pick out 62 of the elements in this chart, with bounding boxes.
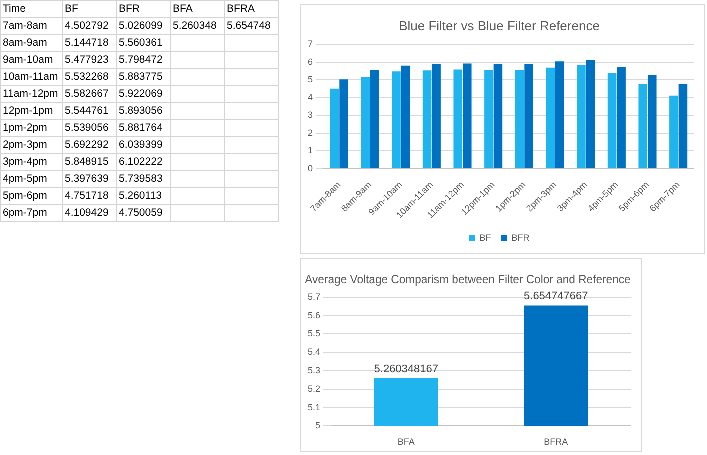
y-tick-label: 5.5 — [308, 328, 321, 339]
data-label: 5.260348167 — [374, 363, 438, 376]
text: 5.893056 — [119, 104, 163, 119]
category-label: 10am-11am — [3, 71, 58, 83]
chart-title: Blue Filter vs Blue Filter Reference — [399, 18, 600, 34]
text: BF — [65, 3, 78, 15]
legend-label: BF — [480, 232, 492, 243]
text: 5.544761 — [65, 104, 109, 119]
y-tick-label: 0 — [308, 163, 314, 174]
text: 4.751718 — [65, 189, 109, 204]
category-label: 11am-12pm — [3, 88, 58, 100]
text: 5.397639 — [65, 172, 109, 187]
category-label: 12pm-1pm — [3, 105, 54, 117]
text: 4.502792 — [65, 19, 109, 34]
y-tick-label: 5.7 — [308, 292, 321, 302]
text: 5.539056 — [65, 121, 109, 136]
category-label: 1pm-2pm — [3, 122, 48, 134]
category-label: BFRA — [227, 3, 256, 15]
y-tick-label: 5.6 — [308, 310, 321, 320]
y-tick-label: 5.4 — [308, 347, 321, 358]
y-tick-label: 1 — [308, 146, 314, 156]
y-tick-label: 6 — [308, 56, 314, 67]
data-label: 5.654747667 — [524, 290, 588, 303]
text: 5.739583 — [119, 172, 163, 187]
legend-title: Time — [3, 2, 26, 17]
legend-label: BFR — [512, 232, 530, 243]
text: 5.144718 — [65, 36, 109, 51]
category-label: 7am-8am — [3, 20, 48, 32]
category-label: 3pm-4pm — [3, 156, 48, 168]
y-tick-label: 3 — [308, 110, 314, 120]
text: 4.750059 — [119, 206, 163, 221]
chart-title: Average Voltage Comparism between Filter Color and Reference — [305, 273, 631, 287]
text: 5.881764 — [119, 121, 163, 136]
y-tick-label: 4 — [308, 92, 314, 102]
y-tick-label: 5 — [308, 74, 314, 85]
category-label: 9am-10am — [3, 54, 54, 66]
text: 5.848915 — [65, 155, 109, 170]
text: BFR — [119, 3, 140, 15]
text: 5.692292 — [65, 138, 109, 153]
y-tick-label: 2 — [308, 128, 314, 138]
text: 5.532268 — [65, 70, 109, 85]
y-tick-label: 5.2 — [308, 384, 321, 394]
text: 5.654748 — [227, 19, 271, 34]
text: 5.883775 — [119, 70, 163, 85]
y-tick-label: 5.1 — [308, 402, 321, 412]
category-label: 8am-9am — [3, 37, 48, 49]
text: 5.798472 — [119, 53, 163, 68]
y-tick-label: 7 — [308, 39, 314, 50]
text: 5.560361 — [119, 36, 163, 51]
y-tick-label: 5 — [315, 420, 321, 431]
category-label: 2pm-3pm — [3, 139, 48, 151]
text: 6.102222 — [119, 155, 163, 170]
text: 5.922069 — [119, 87, 163, 102]
text: 5.260113 — [119, 189, 162, 204]
category-label: BFA — [173, 3, 193, 15]
text: 5.582667 — [65, 87, 109, 102]
text: 6.039399 — [119, 138, 163, 153]
text: 5.260348 — [173, 19, 217, 34]
text: 4.109429 — [65, 206, 109, 221]
text: 5.477923 — [65, 53, 109, 68]
y-tick-label: 5.3 — [308, 365, 321, 376]
text: 5.026099 — [119, 19, 163, 34]
